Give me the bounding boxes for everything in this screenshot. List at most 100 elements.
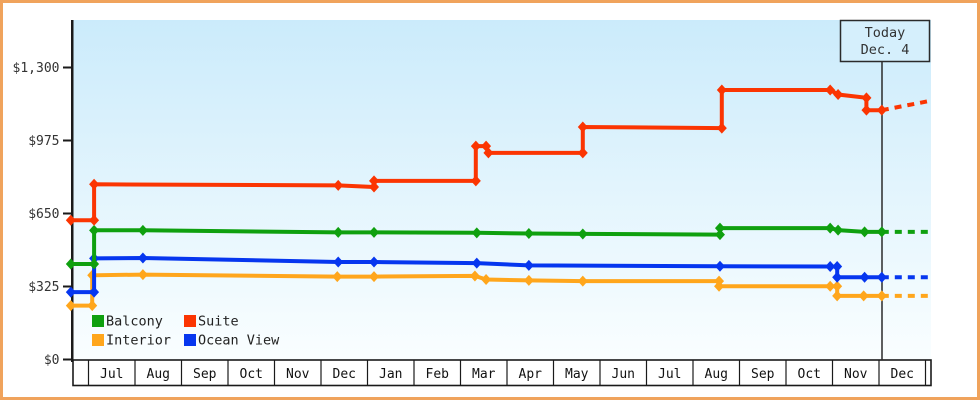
month-label: Jul: [100, 367, 123, 382]
data-point-marker: [716, 84, 727, 96]
data-point-marker: [832, 271, 843, 283]
data-point-marker: [89, 286, 100, 298]
data-point-marker: [523, 274, 534, 286]
data-point-marker: [369, 256, 380, 268]
data-point-marker: [483, 147, 494, 159]
legend-label-balcony: Balcony: [106, 314, 163, 330]
data-point-marker: [369, 226, 380, 238]
data-point-marker: [89, 258, 100, 270]
month-label: Oct: [240, 367, 263, 382]
series-interior: [65, 269, 929, 312]
y-tick-label: $325: [28, 280, 59, 295]
data-point-marker: [369, 175, 380, 187]
month-label: May: [565, 367, 589, 382]
data-point-marker: [714, 222, 725, 234]
data-point-marker: [89, 178, 100, 190]
y-axis-line: [71, 20, 74, 362]
y-tick-label: $650: [28, 207, 59, 222]
data-point-marker: [859, 226, 870, 238]
data-point-marker: [825, 84, 836, 96]
month-label: Dec: [891, 367, 914, 382]
series-ocean-view: [65, 252, 929, 298]
data-point-marker: [876, 226, 887, 238]
data-point-marker: [369, 271, 380, 283]
data-point-marker: [65, 286, 76, 298]
data-point-marker: [577, 121, 588, 133]
chart-series: [65, 84, 929, 312]
data-point-marker: [876, 290, 887, 302]
data-point-marker: [716, 122, 727, 134]
data-point-marker: [577, 275, 588, 287]
month-label: Aug: [705, 367, 728, 382]
series-suite: [65, 84, 929, 226]
data-point-marker: [714, 260, 725, 272]
data-point-marker: [523, 259, 534, 271]
legend-swatch-interior: [92, 334, 104, 346]
month-label: Oct: [798, 367, 821, 382]
today-callout: Today Dec. 4: [839, 19, 931, 63]
data-point-marker: [859, 271, 870, 283]
series-balcony: [65, 222, 929, 270]
data-point-marker: [470, 175, 481, 187]
month-label: Feb: [426, 367, 450, 382]
data-point-marker: [832, 290, 843, 302]
data-point-marker: [714, 280, 725, 292]
today-callout-box: [839, 19, 931, 63]
x-axis-month-band: Jul Aug Sep Oct Nov Dec Jan Feb Mar Apr May Jun Jul A…: [72, 359, 932, 387]
data-point-marker: [523, 227, 534, 239]
data-point-marker: [137, 269, 148, 281]
data-point-marker: [577, 147, 588, 159]
month-label: Nov: [844, 367, 868, 382]
data-point-marker: [65, 300, 76, 312]
data-point-marker: [470, 140, 481, 152]
legend-label-suite: Suite: [198, 314, 239, 330]
data-point-marker: [87, 300, 98, 312]
month-label: Sep: [193, 367, 217, 382]
y-tick-label: $1,300: [13, 61, 60, 76]
data-point-marker: [137, 224, 148, 236]
legend: Balcony Suite Interior Ocean View: [92, 314, 280, 349]
data-point-marker: [861, 104, 872, 116]
data-point-marker: [89, 214, 100, 226]
data-point-marker: [858, 290, 869, 302]
y-tick-label: $975: [28, 134, 59, 149]
month-label: Jan: [379, 367, 402, 382]
data-point-marker: [481, 274, 492, 286]
y-axis: $0 $325 $650 $975 $1,300: [13, 61, 72, 368]
month-label: Mar: [472, 367, 496, 382]
legend-swatch-suite: [184, 315, 196, 327]
month-label: Dec: [333, 367, 356, 382]
month-label: Jun: [612, 367, 635, 382]
data-point-marker: [832, 280, 843, 292]
data-point-marker: [333, 256, 344, 268]
data-point-marker: [369, 181, 380, 193]
month-label: Nov: [286, 367, 310, 382]
data-point-marker: [833, 88, 844, 100]
data-point-marker: [832, 261, 843, 273]
today-label-line2: Dec. 4: [861, 42, 910, 58]
data-point-marker: [333, 179, 344, 191]
data-point-marker: [876, 104, 887, 116]
data-point-marker: [861, 92, 872, 104]
data-point-marker: [332, 271, 343, 283]
series-forecast-line: [881, 99, 929, 113]
data-point-marker: [825, 261, 836, 273]
y-tick-label: $0: [44, 353, 60, 368]
month-label: Jul: [658, 367, 681, 382]
data-point-marker: [876, 271, 887, 283]
data-point-marker: [714, 229, 725, 241]
data-point-marker: [469, 270, 480, 282]
month-band: [72, 359, 932, 387]
data-point-marker: [333, 226, 344, 238]
data-point-marker: [825, 222, 836, 234]
data-point-marker: [65, 214, 76, 226]
today-label-line1: Today: [865, 25, 906, 41]
legend-swatch-balcony: [92, 315, 104, 327]
month-label: Aug: [147, 367, 170, 382]
data-point-marker: [471, 227, 482, 239]
legend-label-ocean-view: Ocean View: [198, 333, 280, 349]
legend-label-interior: Interior: [106, 333, 171, 349]
month-label: Sep: [751, 367, 775, 382]
